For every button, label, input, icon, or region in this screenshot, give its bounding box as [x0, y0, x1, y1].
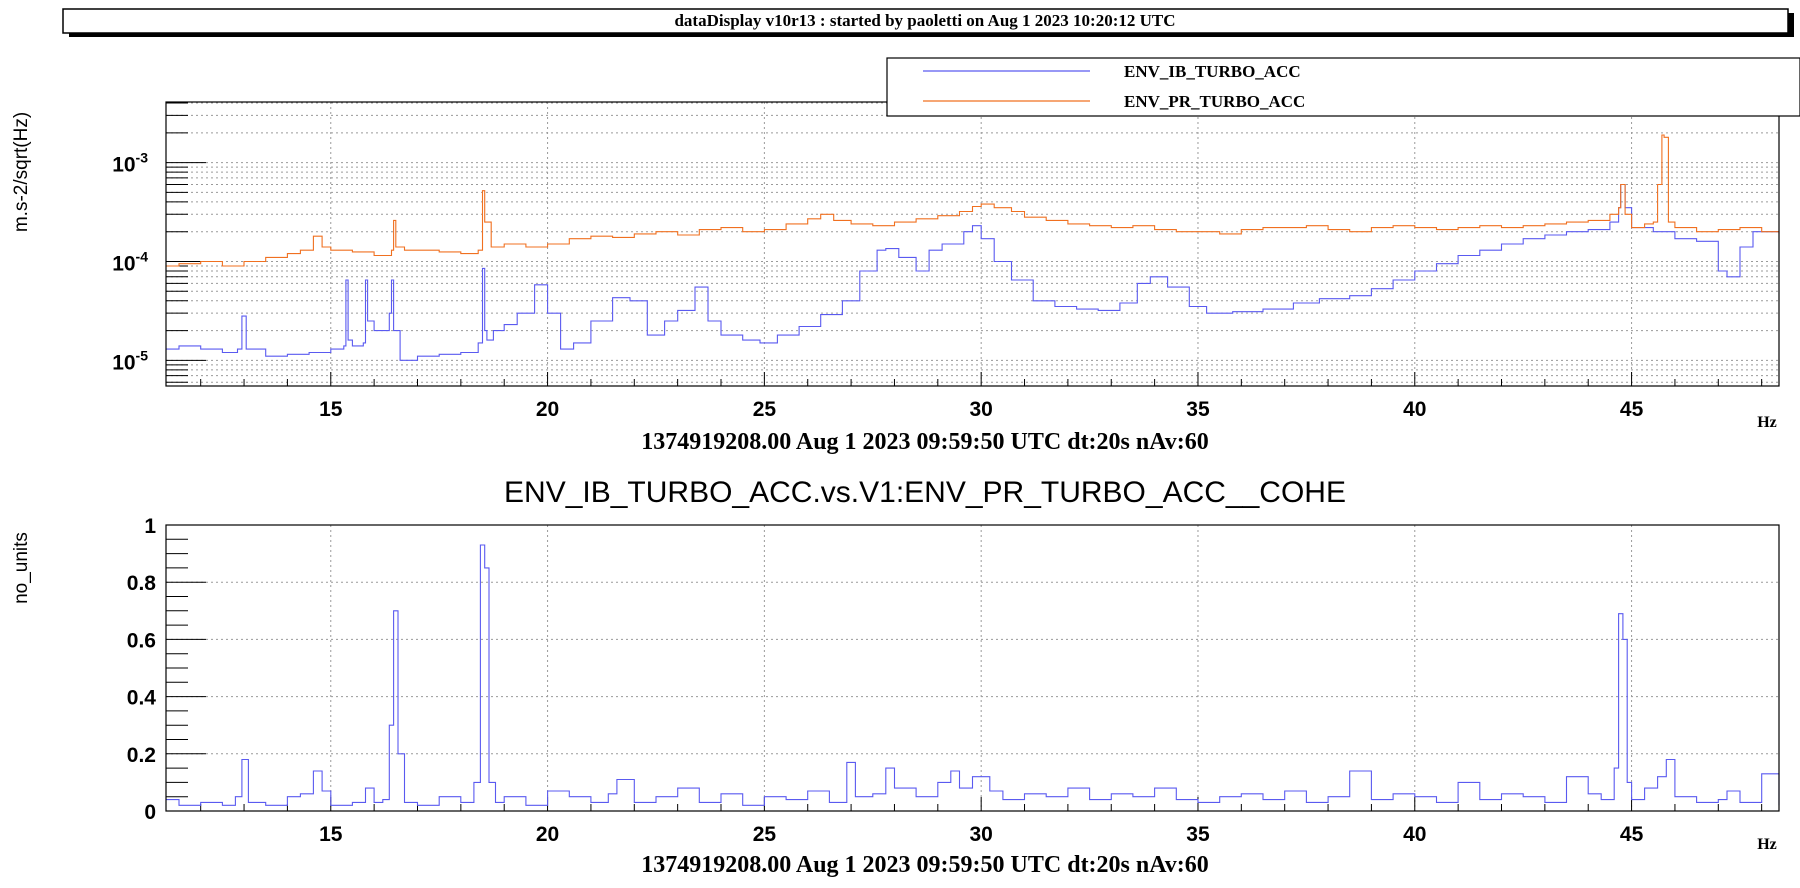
x-tick-label: 45 [1620, 398, 1644, 421]
psd-frame [165, 101, 1780, 387]
x-tick-label: 15 [319, 398, 343, 421]
coherence-frame [165, 524, 1780, 812]
y-tick-label: 10-4 [112, 248, 148, 275]
x-tick-label: 30 [969, 823, 992, 846]
coherence-yminor [166, 524, 206, 812]
x-tick-label: 45 [1620, 823, 1644, 846]
psd-yticklabels: 10-510-410-3 [112, 150, 148, 375]
y-tick-label: 0.6 [127, 629, 156, 652]
coherence-series [166, 544, 1780, 806]
y-tick-label: 10-3 [112, 150, 148, 177]
coherence-xticklabels: 15 20 25 30 35 40 45 [319, 823, 1643, 846]
psd-ylabel: m.s-2/sqrt(Hz) [11, 112, 32, 232]
psd-series [166, 134, 1780, 361]
y-tick-label: 0.4 [127, 687, 157, 710]
y-tick-base: 10 [112, 351, 135, 374]
x-tick-label: 20 [536, 398, 559, 421]
coherence-chart: ENV_IB_TURBO_ACC.vs.V1:ENV_PR_TURBO_ACC_… [11, 476, 1780, 878]
y-tick-label: 0.2 [127, 744, 156, 767]
legend-label-ib: ENV_IB_TURBO_ACC [1124, 62, 1301, 81]
coherence-xminor [200, 797, 1763, 811]
x-tick-label: 30 [969, 398, 992, 421]
x-tick-label: 25 [753, 398, 777, 421]
y-tick-base: 10 [112, 252, 135, 275]
coherence-ylabel: no_units [11, 532, 32, 604]
series-cohe [166, 544, 1780, 806]
coherence-xunit: Hz [1757, 836, 1777, 853]
x-tick-label: 20 [536, 823, 559, 846]
legend-label-pr: ENV_PR_TURBO_ACC [1124, 92, 1305, 111]
psd-grid [166, 102, 1779, 386]
coherence-xlabel: 1374919208.00 Aug 1 2023 09:59:50 UTC dt… [641, 852, 1209, 878]
y-tick-exponent: -4 [136, 248, 149, 264]
psd-xminor [200, 372, 1763, 386]
x-tick-label: 40 [1403, 398, 1426, 421]
series-env-pr-turbo-acc [166, 134, 1780, 267]
coherence-grid [166, 524, 1779, 812]
y-tick-label: 0 [144, 801, 156, 824]
psd-xticklabels: 15 20 25 30 35 40 45 [319, 398, 1643, 421]
y-tick-base: 10 [112, 154, 135, 177]
x-tick-label: 15 [319, 823, 343, 846]
header-title: dataDisplay v10r13 : started by paoletti… [674, 11, 1175, 30]
psd-xunit: Hz [1757, 414, 1777, 431]
x-tick-label: 35 [1186, 823, 1210, 846]
coherence-yticklabels: 0 0.2 0.4 0.6 0.8 1 [127, 515, 157, 824]
coherence-title: ENV_IB_TURBO_ACC.vs.V1:ENV_PR_TURBO_ACC_… [504, 476, 1346, 509]
x-tick-label: 40 [1403, 823, 1426, 846]
x-tick-label: 25 [753, 823, 777, 846]
y-tick-exponent: -3 [136, 150, 149, 166]
header-bar: dataDisplay v10r13 : started by paoletti… [62, 8, 1794, 37]
x-tick-label: 35 [1186, 398, 1210, 421]
y-tick-label: 10-5 [112, 347, 148, 374]
psd-yminor [166, 102, 206, 383]
psd-legend: ENV_IB_TURBO_ACC ENV_PR_TURBO_ACC [886, 57, 1800, 117]
y-tick-exponent: -5 [136, 347, 149, 363]
y-tick-label: 0.8 [127, 572, 157, 595]
series-env-ib-turbo-acc [166, 183, 1779, 361]
y-tick-label: 1 [144, 515, 156, 538]
psd-chart: m.s-2/sqrt(Hz) 15 20 25 30 35 40 45 10-510-410… [11, 57, 1800, 455]
psd-xlabel: 1374919208.00 Aug 1 2023 09:59:50 UTC dt… [641, 429, 1209, 455]
